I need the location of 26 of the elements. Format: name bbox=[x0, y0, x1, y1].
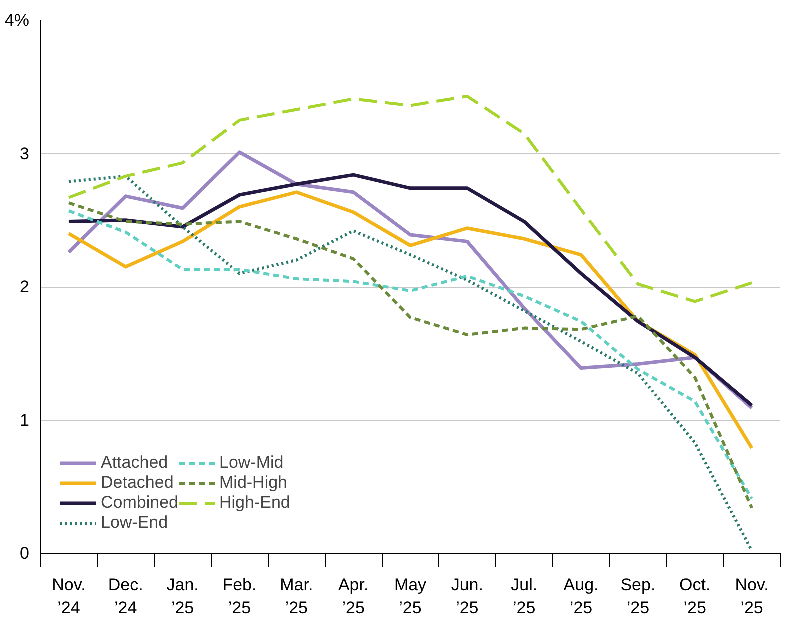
x-tick-label: Sep. ’25 bbox=[620, 576, 656, 618]
y-tick-label: 0 bbox=[20, 544, 30, 563]
legend-label: Low-End bbox=[101, 513, 168, 533]
legend-label: Attached bbox=[101, 453, 168, 473]
x-tick-label: Jan. ’25 bbox=[166, 576, 199, 618]
x-tick-label: May ’25 bbox=[394, 576, 428, 618]
x-tick-label: Aug. ’25 bbox=[564, 576, 599, 618]
x-tick-label: Apr. ’25 bbox=[338, 576, 369, 618]
x-tick-label: Feb. ’25 bbox=[222, 576, 257, 618]
x-tick-label: Mar. ’25 bbox=[280, 576, 314, 618]
x-tick-label: Jul. ’25 bbox=[511, 576, 538, 618]
line-series bbox=[67, 94, 754, 304]
y-tick-label: 3 bbox=[20, 144, 30, 164]
legend-label: Combined bbox=[101, 493, 178, 513]
x-tick-label: Oct. ’25 bbox=[680, 576, 711, 618]
legend-label: Detached bbox=[101, 473, 174, 493]
legend-label: High-End bbox=[220, 493, 290, 513]
y-tick-label: 4% bbox=[4, 11, 30, 30]
y-tick-label: 1 bbox=[20, 410, 30, 430]
legend-label: Low-Mid bbox=[220, 453, 284, 473]
x-tick-label: Jun. ’25 bbox=[451, 576, 484, 618]
y-tick-label: 2 bbox=[20, 278, 30, 296]
x-tick-label: Nov. ’24 bbox=[52, 576, 86, 618]
x-tick-label: Nov. ’25 bbox=[735, 576, 769, 618]
x-tick-label: Dec. ’24 bbox=[108, 576, 144, 618]
legend-label: Mid-High bbox=[220, 473, 288, 493]
